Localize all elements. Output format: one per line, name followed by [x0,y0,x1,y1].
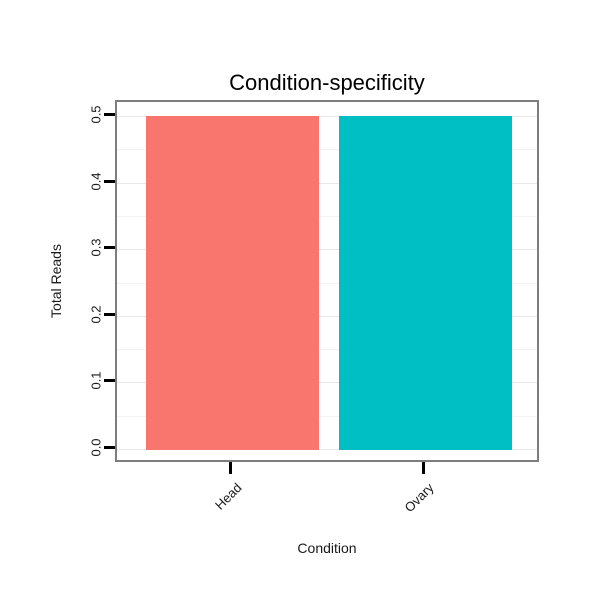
gridline-minor [117,149,537,151]
x-tick-mark [421,462,425,474]
x-axis-label: Condition [297,540,357,556]
gridline-major [117,249,537,251]
gridline-minor [117,282,537,284]
y-tick-mark [104,179,115,183]
plot-panel [115,100,539,462]
bar-ovary [338,116,513,450]
chart-title: Condition-specificity [229,70,425,95]
y-tick-label: 0.3 [88,238,104,257]
gridline-minor [117,415,537,417]
y-tick-label: 0.1 [88,371,104,390]
gridline-major [117,382,537,384]
gridline-major [117,315,537,317]
y-tick-mark [104,112,115,116]
gridline-minor [117,349,537,351]
x-tick-label: Ovary [401,480,437,516]
y-tick-mark [104,246,115,250]
gridline-major [117,449,537,451]
y-tick-mark [104,312,115,316]
y-tick-label: 0.2 [88,305,104,324]
gridline-major [117,115,537,117]
x-tick-label: Head [211,480,245,513]
gridline-major [117,182,537,184]
y-axis-label: Total Reads [48,244,64,318]
y-tick-label: 0.0 [88,438,104,457]
x-tick-mark [229,462,233,474]
y-tick-label: 0.4 [88,172,104,191]
y-tick-label: 0.5 [88,105,104,124]
y-tick-mark [104,446,115,450]
bar-head [145,116,320,450]
gridline-minor [117,215,537,217]
y-tick-mark [104,379,115,383]
